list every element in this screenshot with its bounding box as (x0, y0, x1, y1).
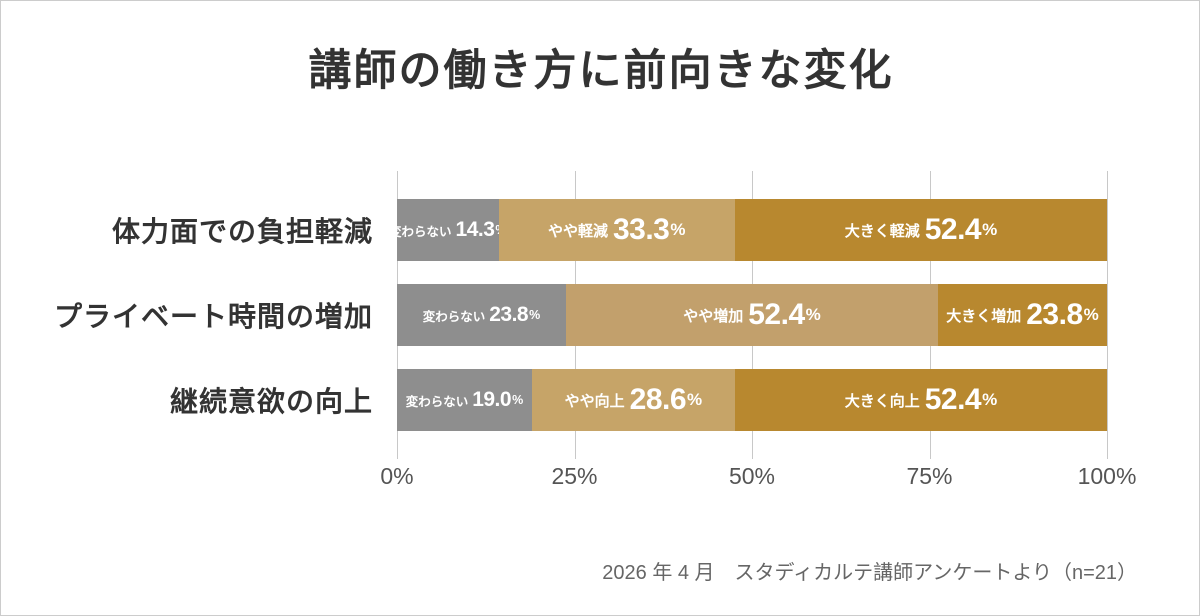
segment-label: 変わらない (389, 224, 452, 239)
category-axis-labels: 体力面での負担軽減プライベート時間の増加継続意欲の向上 (1, 199, 373, 431)
bar-segment: 変わらない 19.0% (397, 369, 532, 431)
category-label: プライベート時間の増加 (53, 301, 373, 332)
x-tick-label: 25% (551, 463, 598, 489)
x-tick-label: 100% (1077, 463, 1137, 489)
segment-percent-sign: % (1083, 305, 1099, 324)
bar-segment: やや軽減 33.3% (498, 199, 735, 261)
bar-segment: やや向上 28.6% (531, 369, 735, 431)
segment-value: 52.4 (748, 298, 805, 331)
category-label: 体力面での負担軽減 (111, 216, 373, 247)
segment-value: 52.4 (924, 213, 982, 246)
segment-value: 23.8 (489, 303, 529, 326)
stacked-bar-group: 変わらない14.3%やや軽減33.3%大きく軽減52.4%変わらない23.8%や… (389, 199, 1107, 431)
x-tick-label: 0% (380, 463, 414, 489)
segment-label: 変わらない (405, 394, 469, 409)
x-axis-tick-labels: 0% 25% 50% 75% 100% (380, 463, 1136, 493)
bar-segment: 大きく増加 23.8% (938, 284, 1107, 346)
bar-segment: 大きく軽減 52.4% (734, 199, 1107, 261)
bar-segment: やや増加 52.4% (565, 284, 938, 346)
category-label: 継続意欲の向上 (169, 386, 373, 417)
gridline-100 (1107, 171, 1108, 459)
segment-value: 33.3 (612, 213, 670, 246)
segment-value: 19.0 (472, 388, 512, 411)
bar-segment: 変わらない 23.8% (397, 284, 566, 346)
segment-percent-sign: % (529, 308, 541, 322)
segment-value: 28.6 (629, 383, 687, 416)
x-tick-label: 75% (906, 463, 953, 489)
segment-percent-sign: % (670, 220, 686, 239)
source-note: 2026 年 4 月 スタディカルテ講師アンケートより（n=21） (602, 562, 1137, 584)
segment-value: 23.8 (1026, 298, 1083, 331)
segment-percent-sign: % (982, 220, 998, 239)
bar-segment: 大きく向上 52.4% (734, 369, 1107, 431)
segment-percent-sign: % (805, 305, 821, 324)
page-title: 講師の働き方に前向きな変化 (308, 47, 894, 95)
bar-row: 変わらない 23.8% やや増加 52.4% 大きく増加 23.8% (397, 284, 1107, 346)
bar-row: 変わらない 19.0% やや向上 28.6% 大きく向上 52.4% (397, 369, 1107, 431)
x-tick-label: 50% (728, 463, 776, 489)
segment-value: 52.4 (924, 383, 982, 416)
segment-label: 大きく増加 (946, 307, 1022, 325)
segment-label: 変わらない (422, 309, 486, 324)
segment-label: やや向上 (564, 392, 625, 410)
segment-label: やや軽減 (547, 222, 608, 240)
segment-label: 大きく軽減 (844, 222, 920, 240)
segment-percent-sign: % (687, 390, 703, 409)
segment-value: 14.3 (455, 218, 495, 241)
segment-label: やや増加 (683, 307, 744, 325)
segment-label: 大きく向上 (844, 392, 920, 410)
segment-percent-sign: % (982, 390, 998, 409)
segment-percent-sign: % (512, 393, 524, 407)
